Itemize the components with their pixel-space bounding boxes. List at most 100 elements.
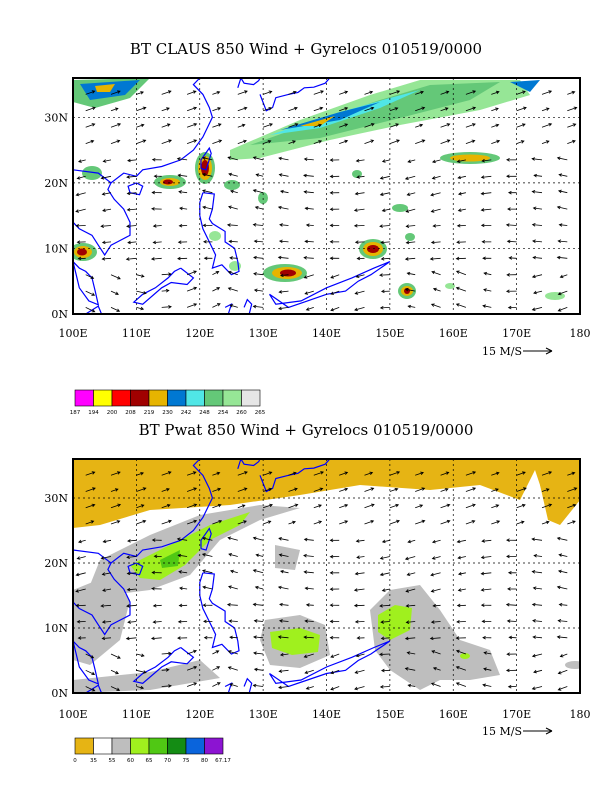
wind-vector (505, 289, 517, 294)
wind-vector (279, 602, 289, 607)
wind-vector (355, 158, 365, 163)
coastline (237, 459, 261, 469)
colorbar-swatch (148, 737, 168, 755)
wind-vector (279, 189, 289, 194)
wind-vector (136, 487, 147, 492)
wind-vector (229, 683, 238, 687)
wind-vector (456, 240, 466, 244)
wind-vector (85, 686, 96, 692)
wind-vector (541, 520, 550, 525)
top-wind-vectors (75, 90, 578, 313)
wind-vector (303, 157, 314, 162)
wind-vector (389, 139, 400, 144)
wind-vector (202, 205, 213, 210)
lat-label: 30N (44, 111, 68, 124)
top-colorbar: 187 194 200 208 219 230 242 248 254 260 265 (70, 389, 266, 416)
wind-vector (506, 619, 517, 623)
wind-vector (364, 520, 375, 525)
wind-vector (330, 653, 340, 658)
wind-vector (480, 191, 492, 196)
wind-vector (456, 539, 466, 544)
colorbar-swatch (241, 389, 261, 407)
wind-vector (136, 290, 147, 295)
wind-vector (178, 603, 188, 608)
wind-vector (431, 556, 441, 560)
wind-vector (252, 156, 264, 161)
wind-vector (364, 487, 375, 492)
coastline (259, 459, 331, 493)
colorbar-label: 230 (162, 410, 173, 416)
wind-vector (176, 157, 188, 161)
wind-vector (228, 239, 238, 244)
wind-vector (277, 205, 289, 210)
wind-vector (415, 106, 426, 112)
lon-label: 120E (185, 327, 214, 340)
wind-vector (482, 256, 492, 260)
wind-vector (481, 240, 492, 244)
wind-vector (505, 668, 517, 673)
wind-vector (203, 256, 213, 260)
wind-vector (102, 208, 112, 212)
wind-vector (101, 572, 112, 576)
lon-label: 110E (122, 327, 151, 340)
wind-vector (136, 504, 145, 509)
wind-vector (212, 520, 223, 525)
wind-vector (415, 123, 424, 128)
wind-vector (406, 651, 416, 655)
wind-vector (136, 91, 144, 95)
wind-vector (516, 471, 526, 476)
wind-vector (237, 106, 248, 112)
wind-vector (541, 123, 553, 128)
lat-label: 20N (44, 177, 68, 190)
lon-label: 160E (439, 708, 468, 721)
wind-vector (482, 304, 492, 308)
wind-vector (125, 257, 137, 261)
wind-vector (76, 240, 86, 244)
wind-vector (339, 123, 349, 128)
wind-vector (161, 288, 170, 293)
bottom-colorbar: 0 35 55 60 65 70 75 80 67.17 (73, 737, 231, 764)
coastline (127, 182, 144, 196)
wind-vector (483, 288, 492, 292)
coastline (268, 261, 391, 309)
wind-vector (186, 649, 197, 655)
wind-vector (278, 537, 289, 541)
colorbar-swatch (93, 737, 113, 755)
lon-label: 110E (122, 708, 151, 721)
lat-label: 30N (44, 492, 68, 505)
wind-vector (127, 158, 137, 163)
wind-vector (150, 636, 162, 641)
wind-vector (85, 503, 96, 509)
coastline (268, 640, 391, 688)
wind-vector (353, 208, 365, 212)
lon-label: 170E (502, 327, 531, 340)
wind-vector (212, 471, 221, 476)
wind-vector (516, 123, 526, 128)
wind-vector (329, 635, 340, 640)
wind-vector (85, 139, 95, 144)
wind-vector (354, 191, 365, 196)
wind-vector (491, 139, 501, 144)
wind-vector (186, 487, 198, 492)
wind-vector (255, 553, 264, 557)
wind-vector (381, 159, 390, 163)
wind-vector (491, 504, 500, 509)
coastline (199, 192, 240, 276)
wind-vector (277, 585, 289, 590)
wind-vector (339, 520, 349, 525)
wind-vector (356, 555, 365, 559)
coastline (200, 146, 212, 171)
wind-vector (516, 90, 526, 95)
colorbar-label: 194 (88, 410, 99, 416)
wind-vector (262, 503, 273, 509)
wind-vector (455, 649, 467, 655)
wind-vector (355, 274, 365, 278)
wind-vector (354, 290, 365, 295)
wind-vector (430, 572, 441, 577)
wind-vector (151, 207, 162, 211)
wind-vector (379, 652, 390, 657)
colorbar-label: 65 (146, 758, 153, 764)
wind-vector (491, 471, 500, 476)
wind-vector (379, 572, 390, 577)
wind-vector (506, 239, 517, 244)
